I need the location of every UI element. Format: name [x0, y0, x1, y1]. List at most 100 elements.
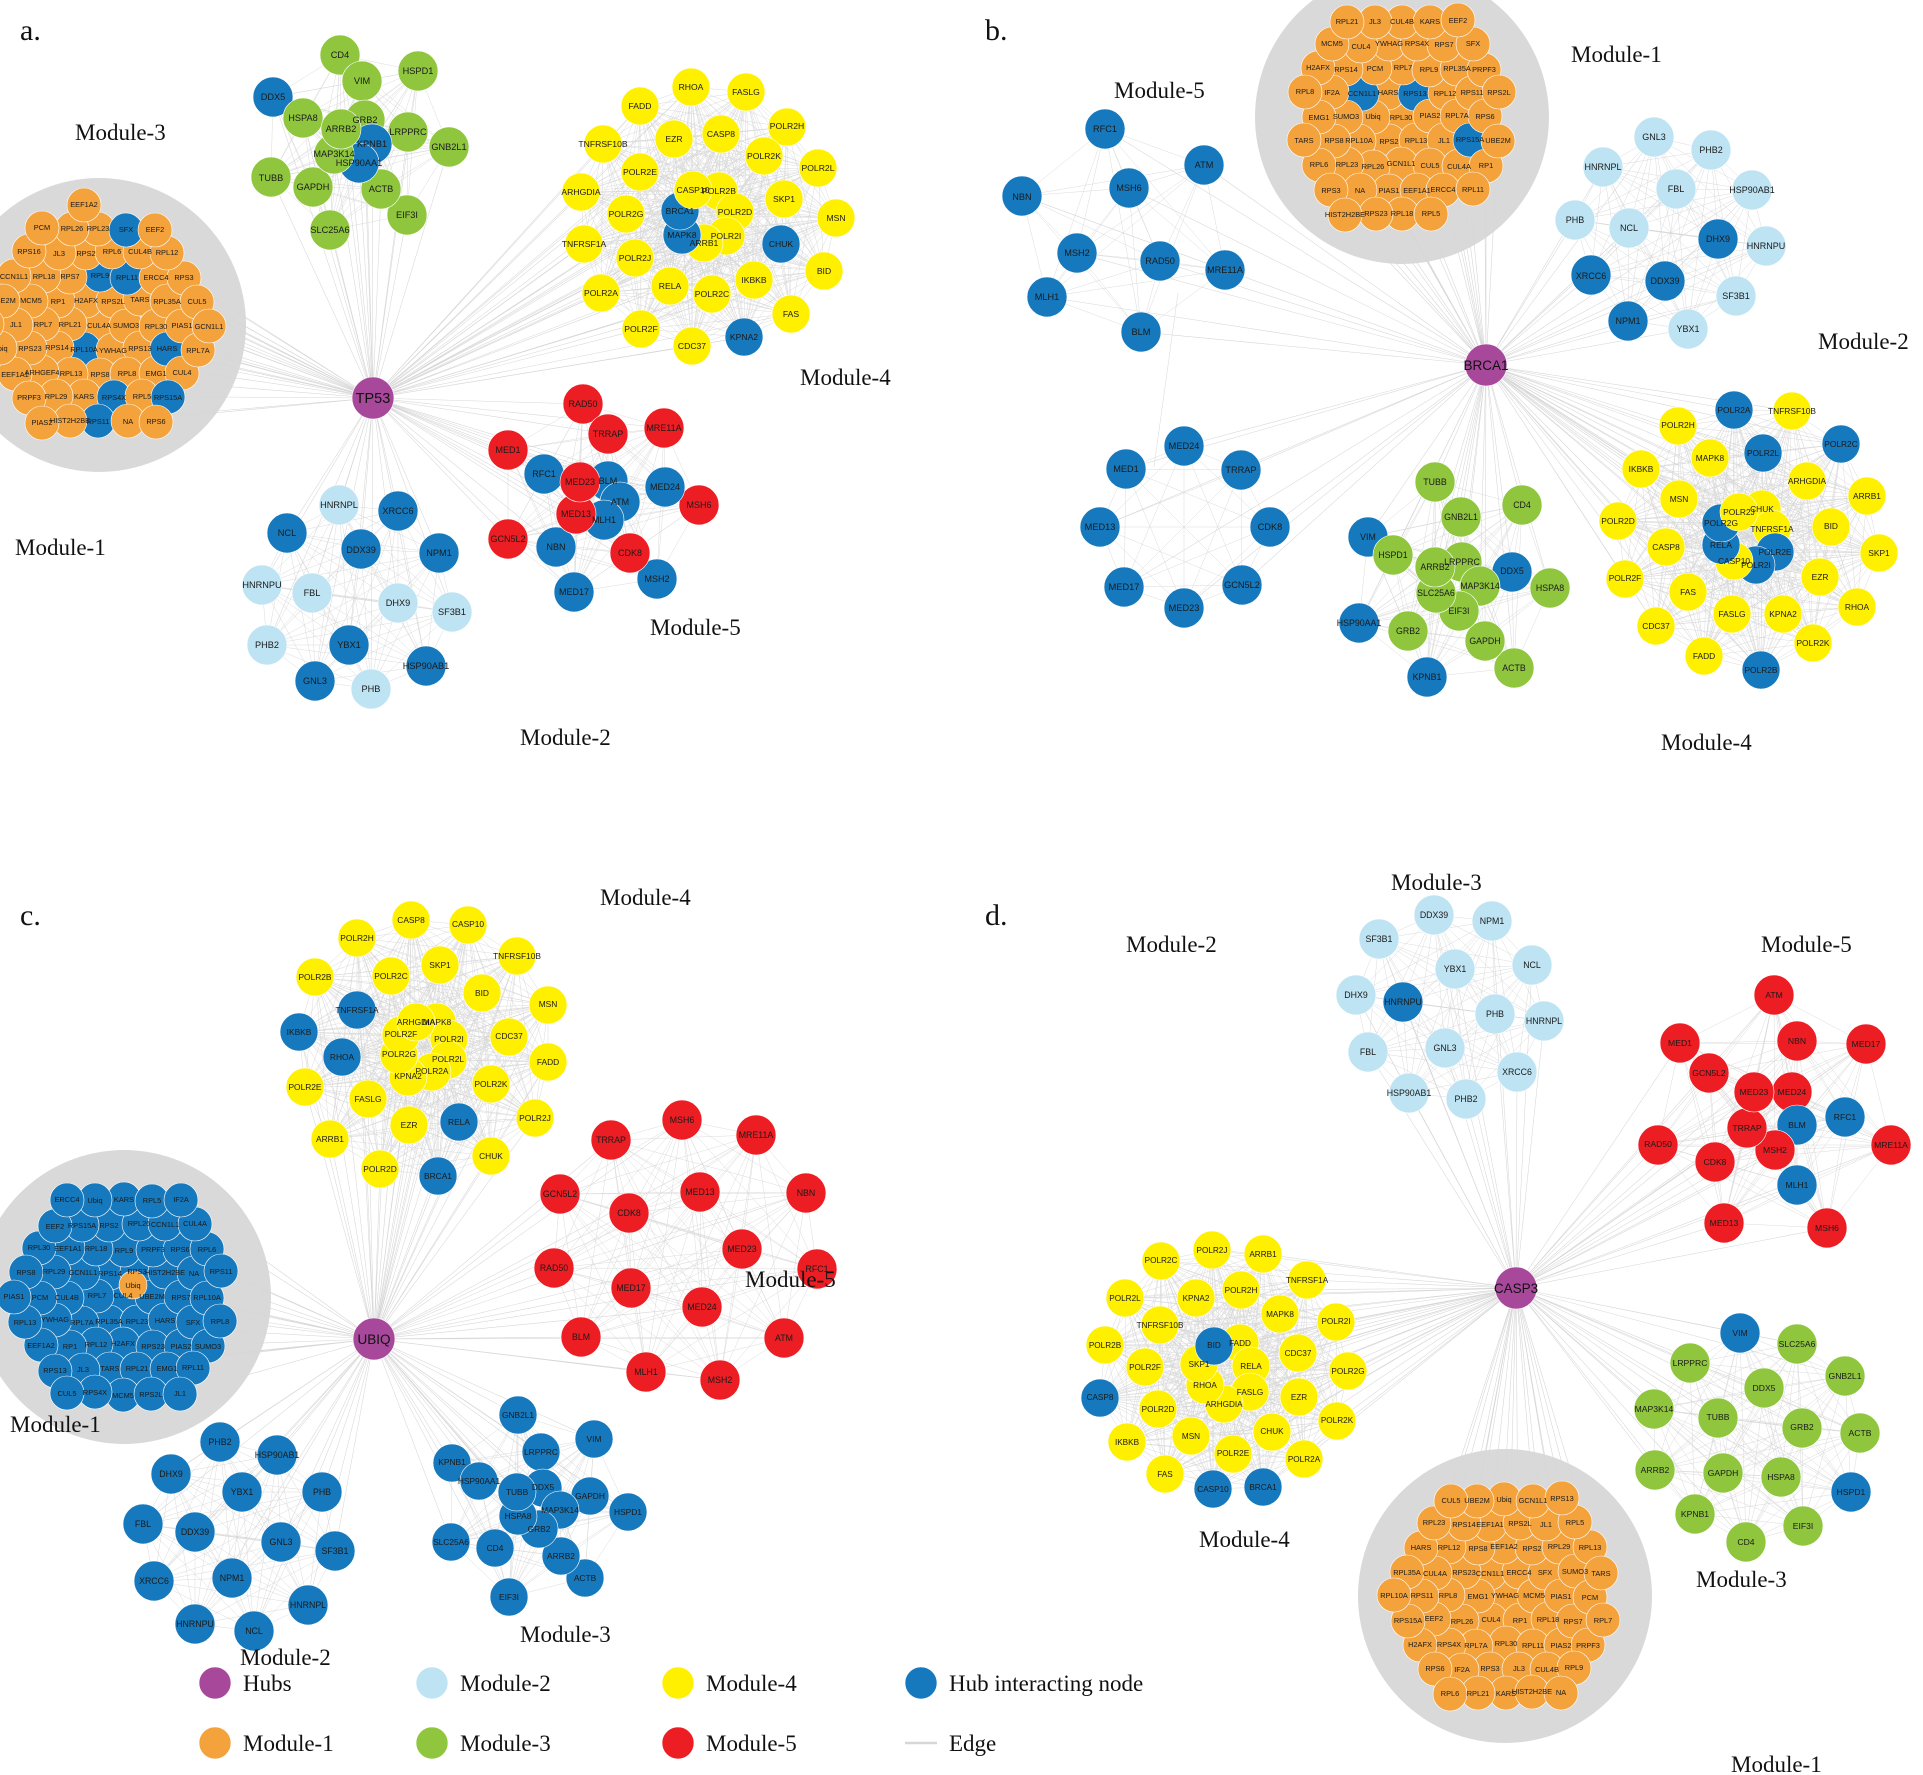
svg-text:RPL29: RPL29	[1548, 1542, 1571, 1551]
svg-text:Module-4: Module-4	[800, 365, 891, 390]
svg-text:ATM: ATM	[1195, 160, 1214, 170]
svg-text:GNB2L1: GNB2L1	[1444, 512, 1478, 522]
svg-text:HIST2H2BE: HIST2H2BE	[1325, 210, 1365, 219]
svg-text:NCL: NCL	[278, 528, 296, 538]
svg-text:RPS7: RPS7	[60, 272, 79, 281]
svg-text:GNB2L1: GNB2L1	[431, 142, 466, 152]
svg-text:Ubiq: Ubiq	[87, 1196, 102, 1205]
svg-text:KPNB1: KPNB1	[357, 139, 387, 149]
svg-text:NBN: NBN	[797, 1188, 816, 1198]
svg-text:ERCC4: ERCC4	[143, 273, 168, 282]
svg-text:RFC1: RFC1	[1093, 124, 1117, 134]
svg-text:HSP90AB1: HSP90AB1	[1729, 185, 1775, 195]
svg-text:Module-3: Module-3	[520, 1622, 611, 1647]
svg-text:DDX39: DDX39	[181, 1527, 209, 1537]
svg-text:VIM: VIM	[354, 76, 370, 86]
svg-text:POLR2G: POLR2G	[609, 209, 644, 219]
svg-text:RPL23: RPL23	[87, 224, 110, 233]
svg-text:IKBKB: IKBKB	[287, 1027, 312, 1037]
svg-text:CHUK: CHUK	[1260, 1427, 1284, 1436]
svg-text:RPL9: RPL9	[1565, 1663, 1584, 1672]
svg-text:Module-1: Module-1	[10, 1412, 101, 1437]
svg-text:MED13: MED13	[685, 1187, 714, 1197]
svg-text:MED17: MED17	[616, 1283, 645, 1293]
svg-text:CUL4B: CUL4B	[55, 1293, 79, 1302]
svg-text:RPS3: RPS3	[127, 1267, 146, 1276]
svg-text:FAS: FAS	[1157, 1470, 1173, 1479]
svg-text:CUL4A: CUL4A	[1447, 162, 1471, 171]
svg-text:CD4: CD4	[487, 1543, 504, 1553]
svg-text:RPS15A: RPS15A	[1394, 1616, 1422, 1625]
svg-text:PHB: PHB	[1566, 215, 1585, 225]
svg-text:RPS14: RPS14	[1452, 1520, 1475, 1529]
svg-text:ARRB1: ARRB1	[1249, 1250, 1277, 1259]
svg-text:HSP90AB1: HSP90AB1	[255, 1450, 300, 1460]
svg-text:VIM: VIM	[1732, 1328, 1747, 1338]
svg-text:POLR2B: POLR2B	[1744, 665, 1777, 675]
svg-text:MSH6: MSH6	[1116, 183, 1142, 193]
svg-text:HSPA8: HSPA8	[505, 1511, 532, 1521]
svg-text:TUBB: TUBB	[1423, 477, 1447, 487]
svg-text:RPL13: RPL13	[1579, 1543, 1602, 1552]
svg-text:TNFRSF1A: TNFRSF1A	[1750, 524, 1794, 534]
svg-text:HSP90AA1: HSP90AA1	[458, 1476, 501, 1486]
svg-text:JL3: JL3	[1369, 17, 1381, 26]
svg-text:MED24: MED24	[650, 482, 680, 492]
svg-text:TARS: TARS	[1591, 1569, 1610, 1578]
svg-text:RPL11: RPL11	[1462, 185, 1484, 194]
svg-text:IKBKB: IKBKB	[1115, 1438, 1140, 1447]
svg-text:CDC37: CDC37	[678, 341, 706, 351]
svg-text:JL3: JL3	[1513, 1664, 1525, 1673]
svg-text:GCN1L1: GCN1L1	[1387, 159, 1416, 168]
svg-text:GCN5L2: GCN5L2	[1692, 1068, 1726, 1078]
svg-text:BRCA1: BRCA1	[424, 1171, 452, 1181]
svg-text:SUMO3: SUMO3	[1333, 112, 1359, 121]
svg-text:CASP10: CASP10	[452, 919, 484, 929]
svg-text:CASP3: CASP3	[1494, 1281, 1538, 1296]
svg-text:RPL12: RPL12	[156, 248, 179, 257]
svg-text:MED17: MED17	[1109, 582, 1140, 592]
svg-text:PCM: PCM	[1582, 1593, 1598, 1602]
svg-text:DDX39: DDX39	[346, 545, 376, 555]
svg-text:ARHGDIA: ARHGDIA	[561, 187, 600, 197]
svg-text:BRCA1: BRCA1	[1463, 358, 1508, 373]
svg-text:MAP3K14: MAP3K14	[313, 149, 354, 159]
svg-text:MCM5: MCM5	[1523, 1591, 1545, 1600]
svg-text:KARS: KARS	[74, 392, 94, 401]
svg-text:MSN: MSN	[1670, 494, 1689, 504]
svg-text:CUL4: CUL4	[1352, 42, 1371, 51]
svg-text:POLR2A: POLR2A	[1717, 405, 1750, 415]
svg-text:CUL4A: CUL4A	[87, 321, 111, 330]
svg-text:NBN: NBN	[1788, 1036, 1806, 1046]
svg-text:POLR2H: POLR2H	[340, 933, 374, 943]
svg-text:CUL5: CUL5	[1421, 161, 1440, 170]
svg-text:BID: BID	[1207, 1341, 1221, 1350]
svg-text:SLC25A6: SLC25A6	[1779, 1339, 1816, 1349]
svg-text:POLR2A: POLR2A	[1288, 1455, 1321, 1464]
svg-text:LRPPRC: LRPPRC	[1673, 1358, 1708, 1368]
svg-text:POLR2I: POLR2I	[1321, 1317, 1350, 1326]
svg-text:GNL3: GNL3	[270, 1537, 293, 1547]
svg-text:RPL10A: RPL10A	[1380, 1591, 1408, 1600]
svg-text:RPL30: RPL30	[28, 1243, 51, 1252]
svg-text:PIAS1: PIAS1	[172, 321, 193, 330]
svg-text:YWHAG: YWHAG	[1491, 1591, 1519, 1600]
svg-text:EEF2: EEF2	[1449, 16, 1467, 25]
svg-text:PIAS2: PIAS2	[1420, 111, 1441, 120]
svg-text:POLR2D: POLR2D	[1142, 1405, 1175, 1414]
svg-text:PRPF3: PRPF3	[17, 393, 41, 402]
svg-text:CASP8: CASP8	[397, 915, 425, 925]
svg-text:RPS8: RPS8	[1324, 136, 1343, 145]
svg-text:POLR2I: POLR2I	[434, 1034, 464, 1044]
svg-text:Module-5: Module-5	[706, 1731, 797, 1756]
svg-text:FADD: FADD	[1229, 1339, 1251, 1348]
svg-text:POLR2E: POLR2E	[1758, 547, 1791, 557]
svg-text:CCN1L1: CCN1L1	[0, 272, 28, 281]
svg-text:POLR2B: POLR2B	[298, 972, 331, 982]
svg-text:MSH2: MSH2	[1064, 248, 1090, 258]
svg-text:POLR2J: POLR2J	[1723, 507, 1755, 517]
svg-text:HARS: HARS	[157, 344, 178, 353]
svg-text:EMG1: EMG1	[1468, 1592, 1489, 1601]
svg-text:MAP3K14: MAP3K14	[1635, 1404, 1674, 1414]
svg-text:GAPDH: GAPDH	[575, 1491, 605, 1501]
